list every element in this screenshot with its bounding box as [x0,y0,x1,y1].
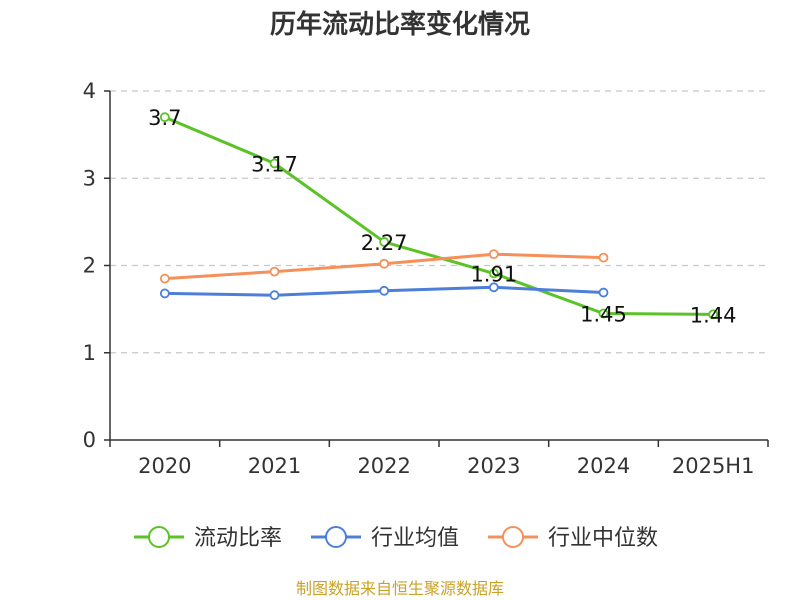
data-point [159,288,170,299]
x-tick-label: 2023 [467,454,520,478]
data-point [269,290,280,301]
x-tick-label: 2024 [577,454,630,478]
data-point [598,308,609,319]
axes: 0 1 2 3 4 2020 2021 2022 2023 2024 2025H1 [83,79,769,478]
legend-label: 流动比率 [194,526,282,551]
y-tick-label: 0 [83,428,96,452]
data-label: 3.17 [251,152,298,176]
data-label: 1.45 [580,302,627,326]
legend-label: 行业中位数 [548,526,658,551]
source-note: 制图数据来自恒生聚源数据库 [296,579,504,598]
chart-title: 历年流动比率变化情况 [270,9,530,40]
data-point [159,112,170,123]
data-label: 3.7 [148,106,181,130]
data-point [708,309,719,320]
legend-marker [502,526,524,548]
data-point [269,158,280,169]
data-point [488,282,499,293]
y-tick-label: 4 [83,79,96,103]
data-labels: 3.7 3.17 2.27 1.91 1.45 1.44 [148,106,736,327]
data-point [379,258,390,269]
data-point [598,252,609,263]
data-point [269,266,280,277]
series-points [159,112,719,320]
series-line [164,115,714,316]
legend-marker [148,526,170,548]
data-point [488,249,499,260]
y-tick-label: 3 [83,166,96,190]
legend-marker [325,526,347,548]
series-lines [164,115,714,316]
y-tick-label: 1 [83,341,96,365]
y-tick-label: 2 [83,254,96,278]
x-tick-label: 2020 [138,454,191,478]
data-label: 2.27 [361,231,408,255]
data-point [488,268,499,279]
data-label: 1.91 [470,262,517,286]
x-tick-label: 2025H1 [672,454,755,478]
data-point [598,287,609,298]
data-point [159,273,170,284]
data-label: 1.44 [690,303,737,327]
x-tick-label: 2021 [248,454,301,478]
legend-label: 行业均值 [371,526,459,551]
legend: 流动比率 行业均值 行业中位数 [134,526,658,551]
x-tick-label: 2022 [357,454,410,478]
data-point [379,285,390,296]
data-point [379,237,390,247]
